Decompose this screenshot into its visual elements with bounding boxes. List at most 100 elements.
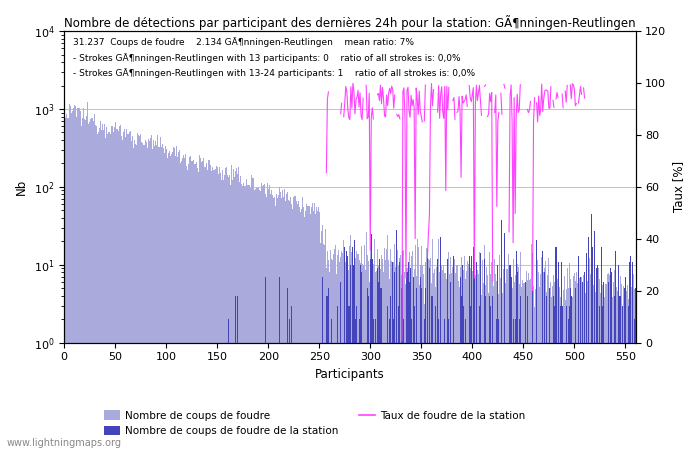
Bar (130, 131, 131, 450)
Bar (193, 160, 194, 450)
Bar (141, 143, 142, 450)
Bar (635, 288, 636, 450)
Bar (419, 343, 420, 450)
Bar (467, 261, 468, 450)
Bar (419, 284, 420, 450)
Bar (628, 306, 629, 450)
Line: Taux de foudre de la station: Taux de foudre de la station (228, 83, 584, 341)
Bar (522, 280, 523, 450)
Bar (516, 276, 517, 450)
Bar (360, 272, 362, 450)
Bar (437, 261, 438, 450)
Bar (546, 292, 547, 450)
Bar (610, 302, 612, 450)
Bar (307, 206, 309, 450)
Bar (195, 163, 196, 450)
Bar (621, 284, 622, 450)
Bar (313, 212, 314, 450)
Bar (478, 274, 479, 450)
Bar (352, 265, 354, 450)
Bar (439, 272, 440, 450)
Bar (341, 251, 342, 450)
Bar (556, 279, 557, 450)
Bar (173, 147, 174, 450)
Bar (463, 343, 465, 450)
Bar (466, 343, 467, 450)
Bar (424, 304, 425, 450)
Bar (516, 251, 517, 450)
Bar (623, 286, 624, 450)
Bar (491, 262, 492, 450)
Bar (568, 288, 569, 450)
Bar (125, 137, 126, 450)
Bar (577, 343, 578, 450)
Bar (287, 288, 288, 450)
Bar (548, 258, 550, 450)
Bar (79, 108, 80, 450)
Bar (429, 268, 430, 450)
Bar (230, 184, 231, 450)
Bar (541, 257, 542, 450)
Bar (407, 276, 409, 450)
Bar (596, 268, 597, 450)
Bar (344, 247, 345, 450)
Bar (539, 287, 540, 450)
Bar (597, 306, 598, 450)
Bar (416, 239, 418, 450)
Bar (620, 276, 621, 450)
Bar (80, 111, 81, 450)
Bar (76, 117, 77, 450)
Text: www.lightningmaps.org: www.lightningmaps.org (7, 438, 122, 448)
Bar (96, 126, 97, 450)
Bar (468, 264, 469, 450)
Bar (577, 284, 578, 450)
Bar (150, 139, 151, 450)
Bar (322, 225, 323, 450)
Bar (84, 119, 85, 450)
Bar (291, 306, 292, 450)
Bar (612, 282, 614, 450)
Bar (97, 135, 98, 450)
Bar (520, 252, 521, 450)
Bar (321, 231, 322, 450)
Bar (410, 285, 411, 450)
Bar (386, 343, 387, 450)
Bar (276, 194, 277, 450)
Bar (237, 296, 238, 450)
Bar (349, 306, 351, 450)
Bar (351, 252, 352, 450)
Bar (542, 294, 543, 450)
Bar (196, 162, 197, 450)
Bar (619, 312, 620, 450)
Bar (209, 165, 211, 450)
Bar (456, 265, 458, 450)
Bar (465, 319, 466, 450)
Bar (412, 277, 414, 450)
Bar (185, 154, 186, 450)
Bar (175, 156, 176, 450)
Bar (371, 234, 372, 450)
Bar (75, 106, 76, 450)
Bar (561, 306, 563, 450)
Bar (324, 245, 325, 450)
Bar (580, 284, 581, 450)
Bar (134, 140, 135, 450)
Bar (86, 116, 87, 450)
Bar (249, 185, 251, 450)
Bar (178, 152, 179, 450)
Bar (174, 148, 175, 450)
Bar (376, 271, 377, 450)
Bar (568, 319, 569, 450)
Bar (561, 306, 563, 450)
Bar (476, 265, 477, 450)
Bar (247, 185, 248, 450)
Bar (122, 132, 124, 450)
Bar (184, 158, 185, 450)
Bar (119, 126, 120, 450)
Bar (579, 278, 580, 450)
Bar (244, 185, 245, 450)
Bar (228, 319, 229, 450)
Bar (88, 124, 89, 450)
Bar (603, 287, 605, 450)
Bar (489, 252, 490, 450)
